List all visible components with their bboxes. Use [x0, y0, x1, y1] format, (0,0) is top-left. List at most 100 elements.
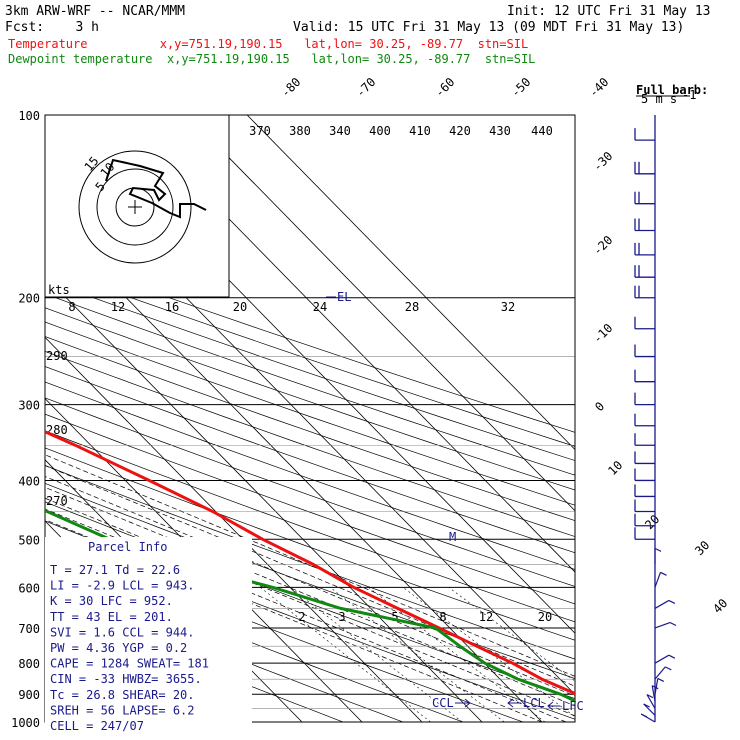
- hodograph-ring: [96, 168, 174, 246]
- side-label: 270: [46, 494, 68, 508]
- pressure-label: 500: [18, 533, 40, 547]
- dry-adiabat: [45, 336, 575, 522]
- isotherm-label: 20: [642, 512, 662, 532]
- theta-label: 400: [369, 124, 391, 138]
- barb-key-line2: 5 m s: [641, 92, 677, 106]
- dry-adiabat: [45, 447, 575, 641]
- lfc-arrow-head: [547, 701, 554, 711]
- parcel-info-row: CIN = -33 HWBZ= 3655.: [50, 672, 202, 686]
- mixing-ratio-label: 8: [68, 300, 75, 314]
- pressure-label: 700: [18, 622, 40, 636]
- parcel-info-row: PW = 4.36 YGP = 0.2: [50, 641, 187, 655]
- parcel-info-row: LI = -2.9 LCL = 943.: [50, 579, 195, 593]
- side-label: 290: [46, 349, 68, 363]
- dry-adiabat: [45, 482, 575, 679]
- wind-barb: [654, 572, 662, 588]
- hodograph-ring: [78, 150, 192, 264]
- wind-barb: [654, 654, 670, 664]
- dry-adiabat: [45, 366, 575, 554]
- wind-barb: [654, 621, 671, 629]
- parcel-info-row: CELL = 247/07: [50, 719, 144, 733]
- parcel-info-row: SREH = 56 LAPSE= 6.2: [50, 703, 195, 717]
- parcel-info-box: Parcel Info T = 27.1 Td = 22.6 LI = -2.9 …: [45, 537, 252, 733]
- wind-barb: [654, 666, 666, 680]
- ccl-arrow-head: [464, 698, 471, 708]
- mixing-ratio-line: [402, 587, 575, 718]
- dewpoint-legend: Dewpoint temperature x,y=751.19,190.15 l…: [8, 52, 535, 66]
- isotherm-label: -70: [353, 75, 378, 100]
- parcel-info-row: T = 27.1 Td = 22.6: [50, 563, 180, 577]
- moist-adiabat: [45, 465, 575, 687]
- wind-barb: [654, 599, 670, 609]
- lcl-arrow-head: [507, 698, 514, 708]
- wind-barb-flag: [646, 694, 654, 699]
- wind-barb: [654, 678, 659, 695]
- dry-adiabat: [45, 413, 575, 605]
- wind-barb: [646, 694, 656, 709]
- isotherm-label: -30: [590, 149, 615, 174]
- isotherm-label: -40: [586, 75, 611, 100]
- wind-barb-flag: [668, 654, 676, 659]
- wind-barb: [651, 685, 656, 702]
- init-time: Init: 12 UTC Fri 31 May 13: [507, 4, 711, 19]
- el-label: EL: [337, 290, 351, 304]
- theta-label: 380: [289, 124, 311, 138]
- parcel-info-row: Tc = 26.8 SHEAR= 20.: [50, 688, 195, 702]
- hodograph-trace: [105, 158, 207, 219]
- mixing-ratio-bottom-label: 12: [479, 610, 493, 624]
- m-label: M: [449, 530, 456, 544]
- isotherm-label: 0: [592, 399, 607, 414]
- dry-adiabat: [45, 581, 405, 722]
- dry-adiabat: [45, 321, 575, 506]
- isotherm-label: 10: [605, 458, 625, 478]
- barb-key-line1: Full barb:: [636, 83, 708, 97]
- parcel-info-row: SVI = 1.6 CCL = 944.: [50, 625, 195, 639]
- mixing-ratio-bottom-label: 20: [538, 610, 552, 624]
- dry-adiabat: [45, 266, 575, 447]
- dry-adiabat: [45, 397, 575, 587]
- dry-adiabat: [45, 279, 575, 461]
- theta-label: 370: [249, 124, 271, 138]
- dry-adiabat: [45, 464, 575, 660]
- parcel-info-row: CAPE = 1284 SWEAT= 181: [50, 657, 209, 671]
- pressure-label: 600: [18, 581, 40, 595]
- isotherm-label: -60: [432, 75, 457, 100]
- temperature-trace: [45, 430, 575, 696]
- mixing-ratio-label: 20: [233, 300, 247, 314]
- isotherm-label: -50: [508, 75, 533, 100]
- mixing-ratio-line: [260, 587, 431, 722]
- wind-barb-flag: [651, 685, 659, 690]
- lfc-label: LFC: [562, 699, 584, 713]
- hodograph-box: [44, 114, 230, 298]
- dry-adiabat: [45, 253, 575, 433]
- isotherm-label: 40: [710, 596, 730, 616]
- parcel-info-row: K = 30 LFC = 952.: [50, 594, 173, 608]
- pressure-label: 100: [18, 109, 40, 123]
- isotherm-line: [186, 115, 575, 512]
- dry-adiabat: [45, 307, 575, 491]
- mixing-ratio-bottom-label: 3: [338, 610, 345, 624]
- isotherm-label: -80: [278, 75, 303, 100]
- annotations: EL M CCL LCL LFC: [326, 290, 584, 713]
- hodograph-units: kts: [48, 283, 70, 297]
- mixing-ratio-bottom-label: 5: [391, 610, 398, 624]
- isotherm-line: [246, 115, 575, 451]
- wind-barb-flag: [669, 621, 677, 627]
- isotherm-line: [0, 115, 2, 722]
- pressure-label: 800: [18, 657, 40, 671]
- theta-label: 420: [449, 124, 471, 138]
- mixing-ratio-line: [368, 587, 546, 722]
- lcl-label: LCL: [523, 696, 545, 710]
- theta-label: 430: [489, 124, 511, 138]
- dry-adiabat: [45, 293, 575, 476]
- ccl-label: CCL: [432, 696, 454, 710]
- pressure-label: 300: [18, 399, 40, 413]
- wind-barb: [643, 703, 656, 716]
- theta-label: 340: [329, 124, 351, 138]
- parcel-info-background: [45, 537, 252, 723]
- parcel-info-row: TT = 43 EL = 201.: [50, 610, 173, 624]
- pressure-label: 900: [18, 688, 40, 702]
- model-title: 3km ARW-WRF -- NCAR/MMM: [5, 4, 185, 19]
- plot-frame: [44, 114, 576, 723]
